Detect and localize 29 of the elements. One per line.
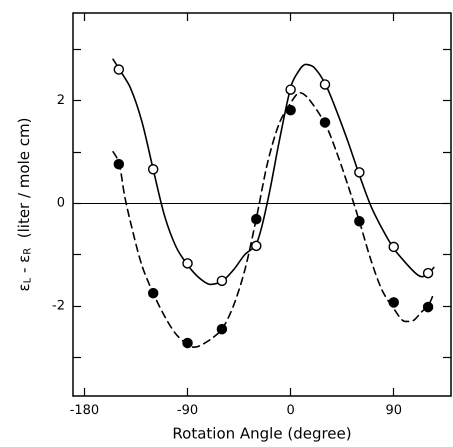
x-tick-label: -180 (70, 403, 100, 418)
point (354, 167, 365, 178)
x-axis-title: Rotation Angle (degree) (172, 424, 352, 442)
point (148, 164, 158, 174)
point (251, 214, 262, 224)
y-tick-label: 2 (56, 92, 65, 108)
point (422, 268, 434, 278)
x-tick-label: 0 (286, 403, 295, 418)
point (114, 158, 124, 170)
point (148, 288, 158, 298)
point (114, 64, 124, 75)
y-tick-label: 0 (56, 196, 65, 211)
point (216, 276, 228, 286)
point (354, 216, 365, 226)
point (251, 240, 262, 252)
x-tick-label: -90 (176, 403, 198, 418)
x-tick-label: 90 (385, 403, 402, 418)
point (320, 79, 330, 90)
point (182, 258, 193, 269)
point (285, 84, 296, 95)
point (216, 324, 228, 334)
point (182, 338, 193, 348)
y-tick-label: -2 (52, 298, 65, 314)
point (422, 302, 434, 312)
point (388, 297, 399, 308)
point (285, 104, 296, 116)
point (320, 117, 330, 128)
point (388, 242, 399, 252)
y-axis-title: εL - εR (liter / mole cm) (15, 118, 34, 292)
